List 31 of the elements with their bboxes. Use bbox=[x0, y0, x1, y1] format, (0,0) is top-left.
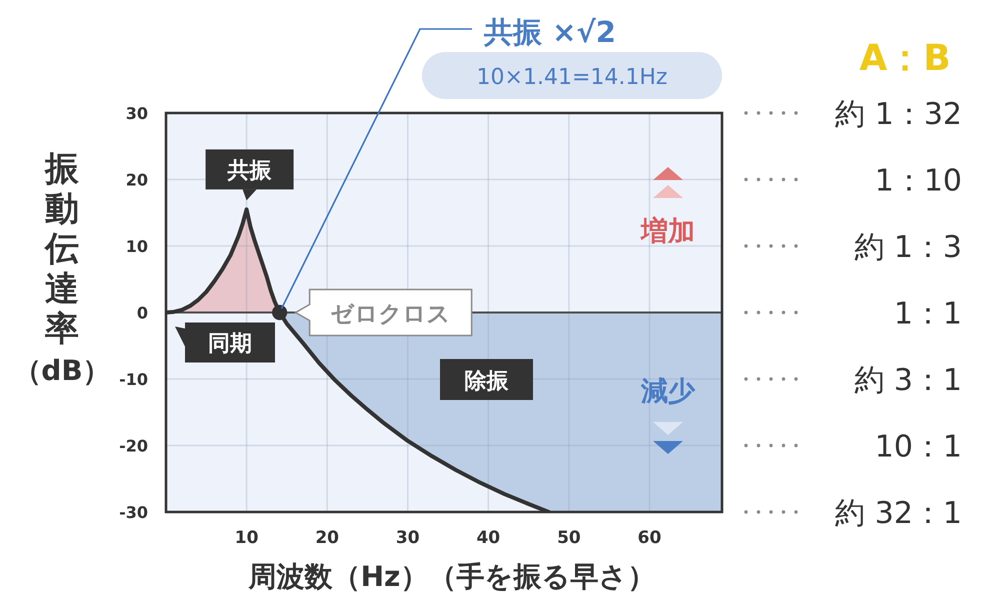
text: A：B bbox=[859, 38, 951, 79]
text: 10×1.41=14.1Hz bbox=[476, 65, 668, 90]
x-tick-label: 30 bbox=[396, 528, 420, 548]
y-tick-label: 30 bbox=[126, 104, 148, 123]
y-tick-label: -20 bbox=[119, 436, 148, 456]
annotation: 除振 bbox=[464, 369, 510, 394]
x-tick-label: 20 bbox=[315, 528, 340, 548]
text: 約 3：1 bbox=[854, 363, 962, 398]
x-tick-label: 50 bbox=[557, 528, 581, 548]
text: 1：10 bbox=[874, 164, 962, 198]
x-axis-title: 周波数（Hz）（手を振る早さ） bbox=[248, 560, 656, 593]
y-tick-label: -30 bbox=[119, 503, 148, 522]
y-tick-label: -10 bbox=[119, 370, 148, 389]
y-tick-label: 10 bbox=[126, 237, 148, 256]
x-tick-label: 10 bbox=[234, 528, 259, 548]
text: 約 32：1 bbox=[835, 496, 962, 531]
x-tick-label: 40 bbox=[476, 528, 500, 548]
annotation: 共振 ×√2 bbox=[483, 15, 616, 49]
annotation: 共振 bbox=[226, 158, 273, 184]
annotation: 増加 bbox=[640, 216, 695, 247]
text: 約 1：3 bbox=[854, 230, 962, 265]
x-tick-label: 60 bbox=[638, 528, 662, 548]
annotation: ゼロクロス bbox=[330, 302, 451, 328]
text: 1：1 bbox=[894, 296, 962, 332]
y-tick-label: 20 bbox=[126, 170, 148, 190]
text: 約 1：32 bbox=[835, 97, 962, 132]
y-axis-title: 振動伝達率（dB） bbox=[13, 149, 111, 387]
annotation: 減少 bbox=[640, 376, 696, 407]
y-tick-label: 0 bbox=[136, 304, 148, 322]
text: 10：1 bbox=[874, 430, 962, 464]
annotation: 同期 bbox=[208, 332, 252, 356]
